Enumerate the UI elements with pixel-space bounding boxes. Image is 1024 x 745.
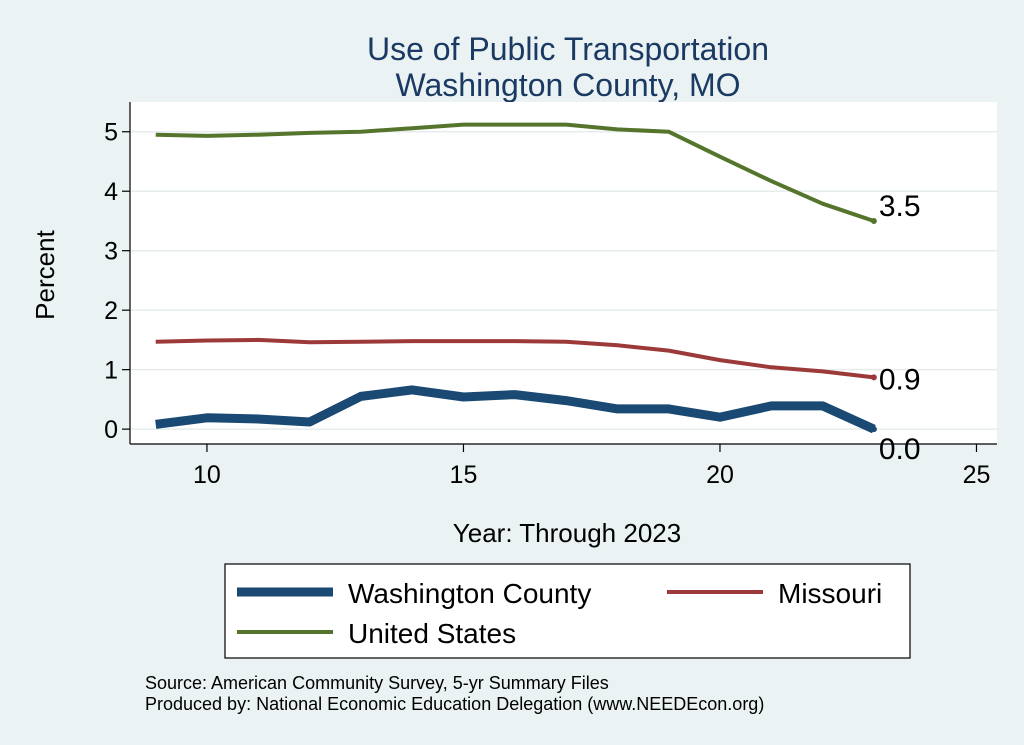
series-lines: [155, 122, 876, 434]
x-tick-label: 20: [706, 461, 734, 489]
axes: 0 1 2 3 4 5 10 15 20 25: [104, 102, 997, 489]
producer-note: Produced by: National Economic Education…: [145, 694, 764, 714]
plot-area: [130, 102, 997, 444]
end-label-united-states: 3.5: [879, 190, 921, 223]
x-tick-label: 10: [193, 461, 221, 489]
legend-label-united-states: United States: [348, 618, 516, 649]
end-labels: 0.0 0.9 3.5: [870, 190, 921, 466]
end-label-missouri: 0.9: [879, 363, 921, 396]
chart-title-line-2: Washington County, MO: [395, 67, 740, 103]
y-tick-label: 0: [104, 416, 118, 444]
legend-label-washington-county: Washington County: [348, 578, 591, 609]
y-axis-title: Percent: [30, 229, 60, 319]
gridlines: [130, 130, 997, 430]
source-note: Source: American Community Survey, 5-yr …: [145, 673, 609, 693]
x-tick-label: 15: [450, 461, 478, 489]
end-marker-united-states: [870, 217, 877, 224]
y-tick-label: 4: [104, 178, 118, 206]
legend: Washington County Missouri United States: [224, 563, 911, 659]
legend-label-missouri: Missouri: [778, 578, 882, 609]
end-marker-missouri: [870, 374, 877, 381]
x-axis-title: Year: Through 2023: [453, 518, 681, 548]
y-tick-label: 3: [104, 238, 118, 266]
y-tick-label: 1: [104, 357, 118, 385]
end-label-washington-county: 0.0: [879, 433, 921, 466]
chart-title-line-1: Use of Public Transportation: [367, 31, 769, 67]
legend-box: [224, 563, 911, 659]
end-marker-washington-county: [870, 426, 877, 433]
y-tick-label: 2: [104, 297, 118, 325]
x-tick-label: 25: [963, 461, 991, 489]
y-tick-label: 5: [104, 119, 118, 147]
